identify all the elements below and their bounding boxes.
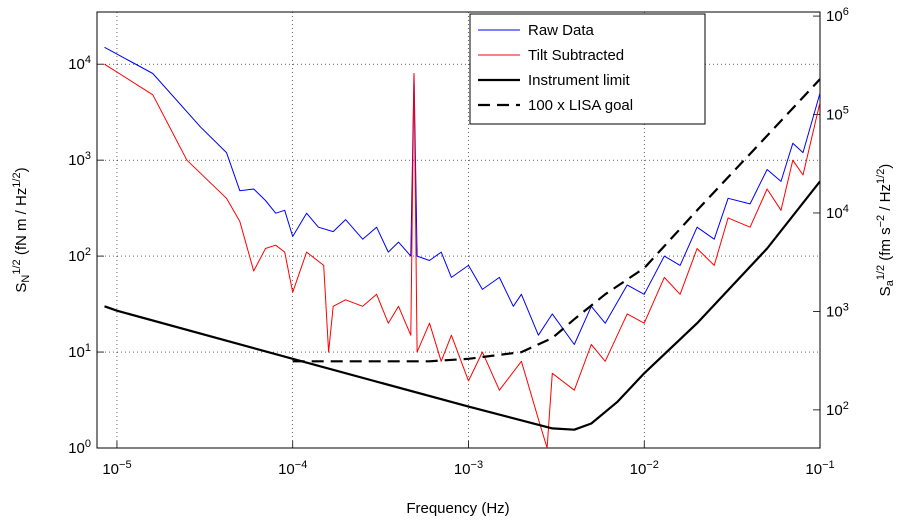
y-tick-label: 103 bbox=[68, 150, 91, 169]
x-tick-label: 10−1 bbox=[805, 459, 834, 478]
series-line bbox=[104, 180, 820, 431]
y2-tick-label: 104 bbox=[826, 203, 849, 222]
legend-label: Instrument limit bbox=[528, 72, 631, 89]
y2-axis-label: Sa1/2 (fm s−2 / Hz1/2) bbox=[875, 164, 896, 297]
y2-tick-label: 103 bbox=[826, 301, 849, 320]
x-tick-label: 10−3 bbox=[454, 459, 483, 478]
legend-label: Tilt Subtracted bbox=[528, 47, 624, 64]
y-tick-label: 102 bbox=[68, 246, 91, 265]
y-tick-label: 100 bbox=[68, 438, 91, 457]
y2-tick-label: 105 bbox=[826, 104, 849, 123]
y2-tick-label: 106 bbox=[826, 6, 849, 25]
x-tick-label: 10−2 bbox=[630, 459, 659, 478]
legend-label: Raw Data bbox=[528, 22, 595, 39]
y-tick-label: 101 bbox=[68, 342, 91, 361]
x-tick-label: 10−5 bbox=[102, 459, 131, 478]
y-axis-label: SN1/2 (fN m / Hz1/2) bbox=[11, 167, 32, 292]
y2-tick-label: 102 bbox=[826, 400, 849, 419]
x-tick-label: 10−4 bbox=[278, 459, 307, 478]
legend-label: 100 x LISA goal bbox=[528, 97, 633, 114]
series-line bbox=[104, 63, 820, 448]
x-axis-label: Frequency (Hz) bbox=[406, 500, 509, 517]
series-line bbox=[292, 78, 820, 363]
series-line bbox=[104, 46, 820, 345]
y-tick-label: 104 bbox=[68, 54, 91, 73]
plot-frame bbox=[96, 11, 821, 449]
legend-box bbox=[469, 13, 706, 125]
